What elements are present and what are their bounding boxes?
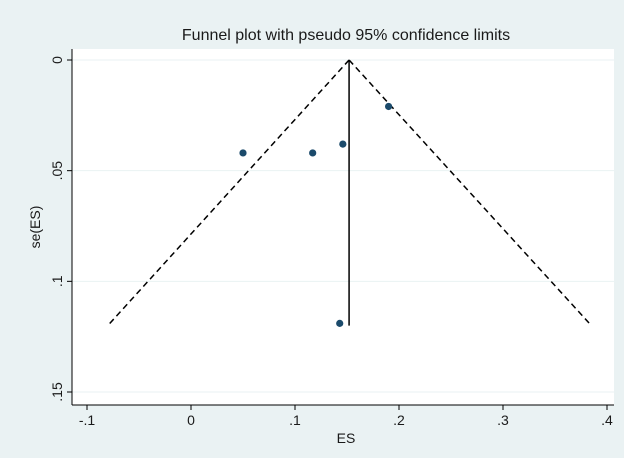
data-point [385, 102, 393, 111]
x-ticks: -.1 0 .1 .2 .3 .4 [79, 405, 613, 428]
x-tick-label: .2 [393, 412, 405, 428]
y-tick-label: .1 [49, 275, 65, 287]
chart-title: Funnel plot with pseudo 95% confidence l… [182, 27, 510, 44]
data-points [239, 102, 393, 327]
data-point [336, 319, 344, 327]
y-axis-label: se(ES) [27, 206, 43, 249]
data-point [309, 149, 317, 157]
y-tick-label: .05 [49, 161, 65, 181]
x-tick-label: .3 [497, 412, 509, 428]
x-tick-label: .4 [601, 412, 613, 428]
data-point [339, 140, 347, 148]
plot-area [72, 49, 614, 405]
data-point [239, 149, 247, 157]
grid-lines [72, 59, 614, 393]
y-tick-label: 0 [49, 56, 65, 64]
axes [71, 49, 614, 406]
x-axis-label: ES [337, 430, 356, 446]
y-tick-label: .15 [49, 382, 65, 402]
x-tick-label: 0 [187, 412, 195, 428]
x-tick-label: -.1 [79, 412, 96, 428]
x-tick-label: .1 [289, 412, 301, 428]
y-ticks: 0 .05 .1 .15 [49, 56, 72, 402]
